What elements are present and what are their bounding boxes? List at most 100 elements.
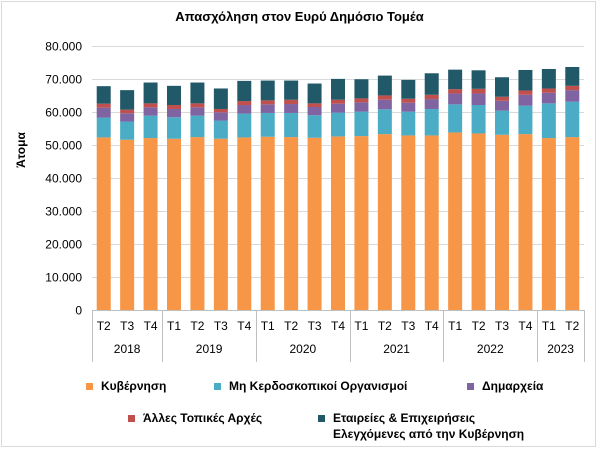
bar-segment-1	[495, 134, 509, 310]
bar-segment-2	[284, 112, 299, 138]
bar-segment-5	[331, 78, 345, 100]
bar-segment-5	[190, 82, 205, 104]
x-tick-label: T2	[565, 319, 579, 333]
y-tick-label: 60.000	[45, 106, 82, 120]
bar-segment-2	[96, 117, 111, 138]
bar-segment-3	[471, 93, 486, 106]
bar-segment-1	[377, 134, 392, 310]
x-tick-label: T2	[190, 319, 204, 333]
bar-segment-2	[331, 112, 345, 137]
bar-segment-1	[96, 137, 111, 310]
x-tick-label: T3	[495, 319, 509, 333]
bar-segment-4	[401, 98, 416, 103]
bar-segment-5	[284, 80, 299, 100]
year-label: 2023	[547, 342, 574, 356]
bar-segment-1	[518, 134, 533, 310]
bar-segment-1	[143, 138, 158, 310]
bar-segment-2	[213, 120, 228, 139]
bar-segment-4	[518, 90, 533, 95]
y-tick-label: 0	[75, 304, 82, 318]
bar-segment-1	[331, 136, 345, 310]
bar-segment-2	[377, 109, 392, 135]
bar-segment-5	[237, 80, 252, 102]
bar-segment-4	[167, 105, 181, 109]
legend-swatch	[86, 383, 93, 390]
x-tick-label: T4	[331, 319, 345, 333]
bar-segment-3	[307, 106, 322, 116]
bar-segment-4	[354, 98, 369, 103]
legend-swatch	[128, 415, 135, 422]
y-tick-label: 70.000	[45, 73, 82, 87]
bar-segment-4	[377, 95, 392, 100]
y-tick-label: 20.000	[45, 238, 82, 252]
bar-segment-5	[565, 66, 580, 86]
bar-segment-5	[377, 75, 392, 96]
bar-segment-1	[541, 138, 556, 310]
bar-segment-5	[354, 79, 369, 99]
bar-segment-4	[120, 109, 135, 114]
y-tick-label: 50.000	[45, 139, 82, 153]
bar-segment-4	[331, 99, 345, 104]
bar-segment-4	[424, 94, 439, 100]
bar-segment-3	[565, 90, 580, 102]
legend-label: Μη Κερδοσκοπικοί Οργανισμοί	[229, 379, 408, 393]
bar-segment-3	[143, 107, 158, 116]
x-tick-label: T2	[97, 319, 111, 333]
bar-segment-3	[96, 107, 111, 118]
bar-segment-2	[495, 110, 509, 135]
x-tick-label: T1	[261, 319, 275, 333]
bar-segment-3	[167, 108, 181, 118]
y-tick-label: 80.000	[45, 40, 82, 54]
x-tick-label: T1	[167, 319, 181, 333]
bar-segment-2	[354, 111, 369, 137]
bar-segment-4	[96, 103, 111, 108]
bar-chart: 0 10.000 20.000 30.000 40.000 50.000 60.000 70.…	[45, 40, 585, 362]
bar-segment-4	[565, 85, 580, 91]
bar-segment-4	[143, 103, 158, 108]
x-tick-label: T4	[144, 319, 158, 333]
bar-segment-3	[495, 100, 509, 111]
bar-segment-2	[307, 115, 322, 138]
bar-segment-1	[120, 139, 135, 310]
bar-segment-2	[541, 103, 556, 139]
bar-segment-3	[190, 107, 205, 116]
bar-segment-3	[401, 102, 416, 112]
legend-swatch	[318, 415, 325, 422]
bar-segment-3	[213, 112, 228, 121]
x-tick-label: T3	[214, 319, 228, 333]
bar-segment-3	[518, 94, 533, 106]
bar-segment-1	[424, 135, 439, 310]
bar-segment-5	[518, 69, 533, 91]
bar-segment-2	[565, 101, 580, 138]
bar-segment-4	[307, 103, 322, 107]
x-tick-label: T2	[378, 319, 392, 333]
bar-segment-2	[260, 112, 275, 137]
bar-segment-3	[354, 102, 369, 112]
bar-segment-1	[401, 135, 416, 310]
bar-segment-1	[354, 136, 369, 310]
bar-segment-3	[331, 103, 345, 113]
bar-segment-1	[284, 137, 299, 310]
bar-segment-1	[307, 137, 322, 310]
bar-segment-5	[260, 80, 275, 101]
bar-segment-1	[213, 138, 228, 310]
bar-segment-2	[120, 121, 135, 140]
legend-label-line2: Ελεγχόμενες από την Κυβέρνηση	[333, 427, 525, 441]
chart-title: Απασχόληση στον Ευρύ Δημόσιο Τομέα	[175, 9, 424, 24]
bar-segment-5	[495, 77, 509, 97]
year-label: 2019	[196, 342, 223, 356]
bar-segment-5	[213, 88, 228, 109]
bar-segment-2	[143, 115, 158, 139]
bar-segment-5	[401, 79, 416, 99]
x-tick-label: T2	[472, 319, 486, 333]
bar-segment-1	[471, 133, 486, 310]
bar-segment-2	[167, 117, 181, 139]
bar-segment-4	[541, 88, 556, 93]
bar-segment-3	[260, 104, 275, 113]
bar-segment-5	[167, 85, 181, 106]
bar-segment-5	[96, 86, 111, 104]
x-tick-label: T4	[518, 319, 532, 333]
bar-segment-5	[471, 70, 486, 89]
bar-segment-5	[307, 83, 322, 104]
x-tick-label: T3	[120, 319, 134, 333]
